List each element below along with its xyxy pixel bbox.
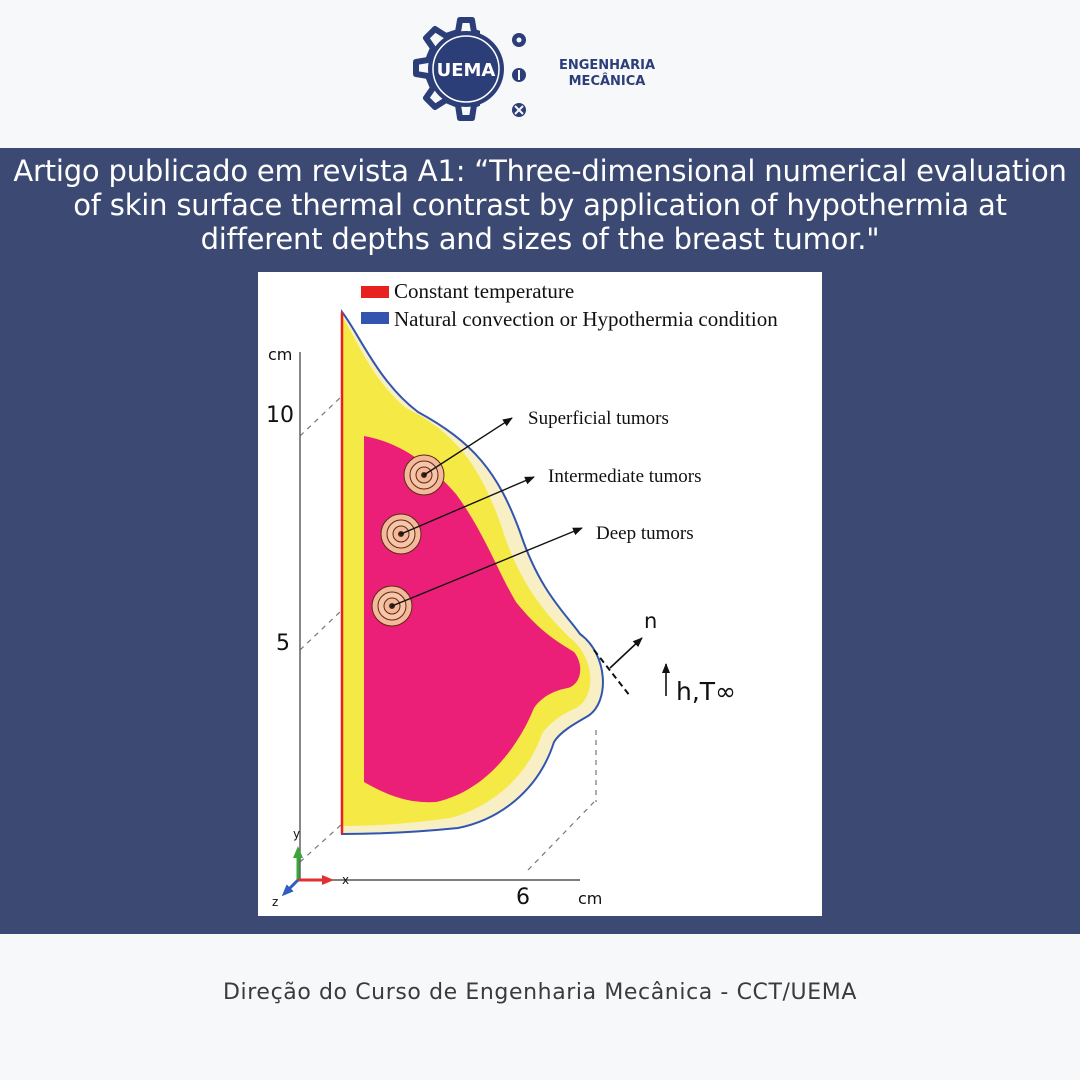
triad-x-label: x xyxy=(342,873,349,887)
legend-swatch-convection xyxy=(361,312,389,324)
label-superficial-tumors: Superficial tumors xyxy=(528,408,669,429)
breast-model-figure: Constant temperature Natural convection … xyxy=(258,272,822,916)
footer-text: Direção do Curso de Engenharia Mecânica … xyxy=(223,980,857,1005)
triad-z-label: z xyxy=(272,895,278,909)
logo-title: ENGENHARIA MECÂNICA xyxy=(548,58,666,90)
label-deep-tumors: Deep tumors xyxy=(596,523,694,544)
page-title: Artigo publicado em revista A1: “Three-d… xyxy=(13,154,1067,256)
axis-lines xyxy=(299,352,580,881)
label-intermediate-tumors: Intermediate tumors xyxy=(548,466,702,487)
y-tick-10: 10 xyxy=(266,403,294,428)
legend-label-constant: Constant temperature xyxy=(394,279,574,303)
leader-arrows xyxy=(391,417,583,607)
legend-label-convection: Natural convection or Hypothermia condit… xyxy=(394,307,778,331)
logo-title-line1: ENGENHARIA xyxy=(558,58,656,73)
normal-label: n xyxy=(644,609,657,633)
uema-logo: UEMA xyxy=(413,17,526,121)
logo-title-line2: MECÂNICA xyxy=(568,74,646,89)
y-axis-unit: cm xyxy=(268,345,292,364)
legend-swatch-constant xyxy=(361,286,389,298)
x-axis-unit: cm xyxy=(578,889,602,908)
perspective-guides xyxy=(299,395,597,871)
coordinate-triad: y x z xyxy=(272,827,349,909)
triad-y-label: y xyxy=(293,827,300,841)
x-tick-6: 6 xyxy=(516,885,530,910)
normal-arrow xyxy=(609,637,643,669)
header-area: UEMA ENGENHARIA MECÂNICA xyxy=(0,0,1080,148)
y-tick-5: 5 xyxy=(276,631,290,656)
logo-badge-text: UEMA xyxy=(437,60,496,81)
bc-label: h,T∞ xyxy=(676,677,736,706)
